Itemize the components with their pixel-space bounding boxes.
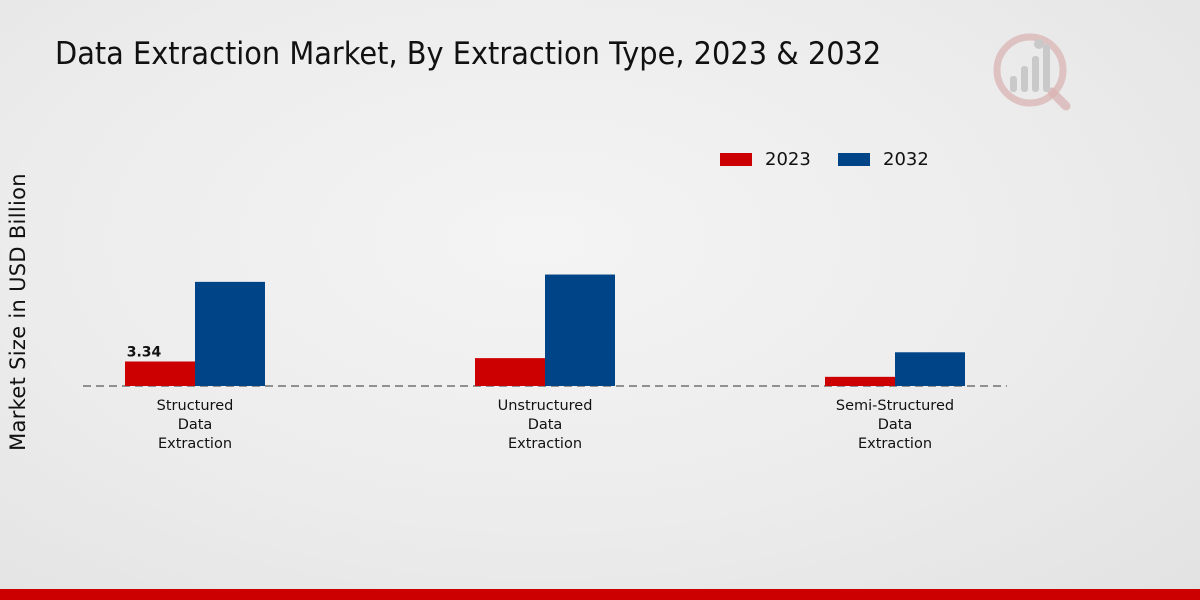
bar-2032-2 (895, 352, 965, 386)
footer-bar (0, 589, 1200, 600)
bar-2023-0 (125, 361, 195, 386)
x-tick-label-2-2: Extraction (858, 436, 932, 452)
x-tick-label-1-1: Data (528, 417, 563, 433)
legend-item-2032: 2032 (838, 149, 929, 170)
x-tick-label-2-1: Data (878, 417, 913, 433)
legend-label-2023: 2023 (765, 149, 811, 170)
chart-title: Data Extraction Market, By Extraction Ty… (55, 36, 882, 72)
legend-label-2032: 2032 (883, 149, 929, 170)
x-tick-label-0-0: Structured (157, 398, 234, 414)
legend-item-2023: 2023 (720, 149, 811, 170)
x-tick-label-1-0: Unstructured (498, 398, 593, 414)
x-tick-label-0-1: Data (178, 417, 213, 433)
legend-swatch-2032 (838, 153, 870, 166)
x-tick-label-1-2: Extraction (508, 436, 582, 452)
x-tick-label-0-2: Extraction (158, 436, 232, 452)
logo-icon (993, 33, 1071, 111)
x-tick-label-2-0: Semi-Structured (836, 398, 954, 414)
data-label-2023-0: 3.34 (127, 345, 162, 361)
bar-2023-2 (825, 376, 895, 386)
bar-2032-1 (545, 274, 615, 386)
bar-2032-0 (195, 281, 265, 386)
legend-swatch-2023 (720, 153, 752, 166)
bar-2023-1 (475, 358, 545, 386)
